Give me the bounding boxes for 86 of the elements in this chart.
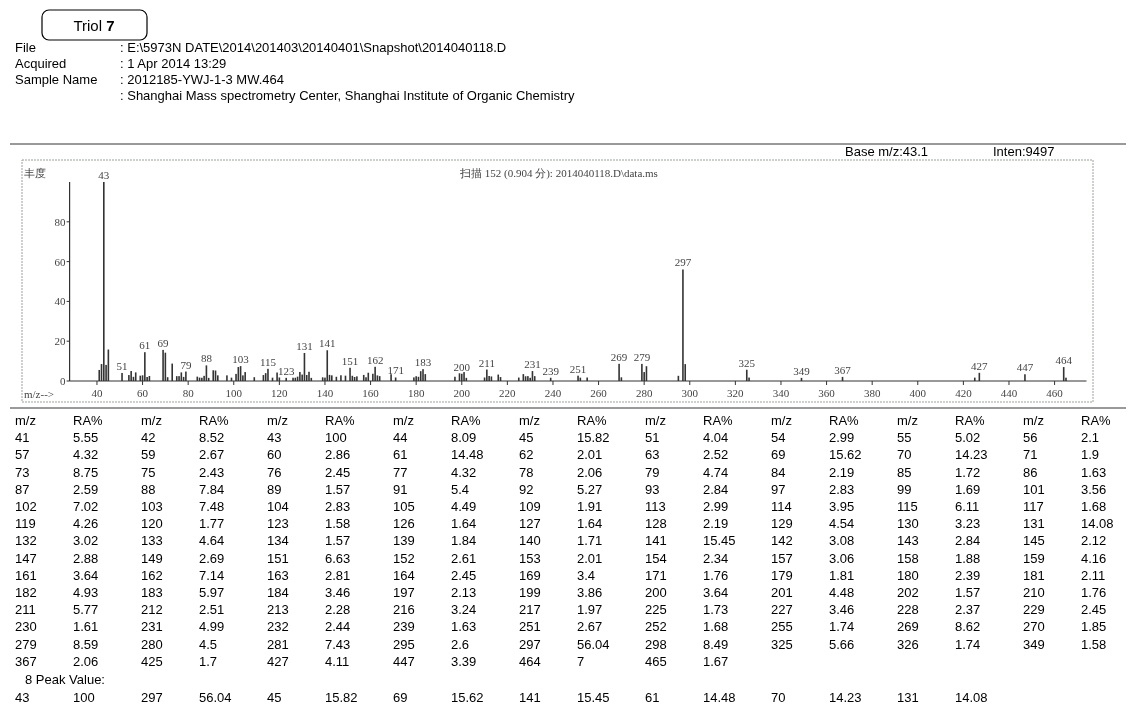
annotation: 269 — [610, 350, 628, 363]
annotation: 103 — [232, 353, 250, 366]
annotation: 239 — [542, 364, 560, 377]
annotation: 447 — [1016, 361, 1034, 374]
annotation: 427 — [971, 359, 989, 372]
x-tick-label: 320 — [727, 387, 745, 399]
x-tick-label: 160 — [362, 387, 380, 399]
annotation: 61 — [139, 339, 151, 352]
annotation: 464 — [1055, 354, 1073, 367]
annotation: 211 — [478, 356, 495, 369]
text: 211 5.77 212 2.51 213 2.28 216 3.24 217 1.97 225 1.73 227 3.46 228 2.37 229 2.45 — [15, 602, 1107, 618]
annotation: 279 — [633, 350, 651, 363]
x-tick-label: 400 — [909, 387, 927, 399]
x-tick-label: 120 — [271, 387, 289, 399]
x-axis-title: m/z--> — [24, 388, 55, 400]
x-tick-label: 220 — [499, 387, 517, 399]
annotation: 297 — [674, 256, 692, 269]
text: Inten:9497 — [993, 144, 1055, 159]
chart-title: Triol 7 — [73, 17, 115, 34]
text: Base m/z:43.1 — [845, 144, 929, 159]
y-tick-label: 60 — [54, 255, 67, 268]
x-tick-label: 240 — [544, 387, 562, 399]
text: 41 5.55 42 8.52 43 100 44 8.09 45 15.82 51 4.04 54 2.99 55 5.02 56 2.1 — [15, 430, 1100, 446]
y-tick-label: 40 — [54, 295, 67, 308]
annotation: 200 — [453, 360, 471, 373]
text: Acquired — [15, 56, 67, 71]
y-axis-title: 丰度 — [24, 167, 46, 179]
text: 119 4.26 120 1.77 123 1.58 126 1.64 127 1.64 128 2.19 129 4.54 130 3.23 131 14.08 — [15, 516, 1114, 532]
annotation: 115 — [259, 355, 277, 368]
annotation: 43 — [98, 169, 110, 181]
x-tick-label: 40 — [91, 387, 103, 399]
text: 367 2.06 425 1.7 427 4.11 447 3.39 464 7 465 1.67 — [15, 653, 729, 669]
annotation: 171 — [387, 364, 404, 377]
text: File — [15, 40, 36, 55]
text: 43 100 297 56.04 45 15.82 69 15.62 141 15.45 61 14.48 70 14.23 131 14.08 — [15, 690, 988, 705]
text: Sample Name — [15, 72, 98, 87]
x-tick-label: 360 — [818, 387, 836, 399]
text: 57 4.32 59 2.67 60 2.86 61 14.48 62 2.01 63 2.52 69 15.62 70 14.23 71 1.9 — [15, 447, 1100, 463]
text: 73 8.75 75 2.43 76 2.45 77 4.32 78 2.06 79 4.74 84 2.19 85 1.72 86 1.63 — [15, 464, 1107, 480]
x-tick-label: 200 — [453, 387, 471, 399]
annotation: 88 — [200, 352, 213, 365]
x-tick-label: 420 — [955, 387, 973, 399]
annotation: 251 — [569, 362, 587, 375]
text: 161 3.64 162 7.14 163 2.81 164 2.45 169 3.4 171 1.76 179 1.81 180 2.39 181 2.11 — [15, 567, 1106, 583]
text: : 1 Apr 2014 13:29 — [120, 56, 227, 71]
text: 230 1.61 231 4.99 232 2.44 239 1.63 251 2.67 252 1.68 255 1.74 269 8.62 270 1.85 — [15, 619, 1107, 635]
annotation: 325 — [738, 356, 756, 369]
text: 102 7.02 103 7.48 104 2.83 105 4.49 109 1.91 113 2.99 114 3.95 115 6.11 117 1.68 — [15, 499, 1107, 514]
x-tick-label: 300 — [681, 387, 699, 399]
annotation: 131 — [296, 339, 313, 352]
annotation: 151 — [341, 354, 359, 367]
x-tick-label: 440 — [1000, 387, 1018, 399]
text: 182 4.93 183 5.97 184 3.46 197 2.13 199 3.86 200 3.64 201 4.48 202 1.57 210 1.76 — [15, 585, 1107, 600]
x-tick-label: 280 — [635, 387, 653, 399]
x-tick-label: 100 — [225, 387, 243, 399]
chart-subtitle: 扫描 152 (0.904 分): 2014040118.D\data.ms — [459, 167, 658, 180]
text: 147 2.88 149 2.69 151 6.63 152 2.61 153 2.01 154 2.34 157 3.06 158 1.88 159 4.16 — [15, 550, 1107, 566]
x-tick-label: 340 — [772, 387, 790, 399]
annotation: 349 — [793, 364, 811, 377]
text: 279 8.59 280 4.5 281 7.43 295 2.6 297 56.04 298 8.49 325 5.66 326 1.74 349 1.58 — [15, 636, 1107, 652]
annotation: 123 — [277, 364, 295, 377]
annotation: 231 — [524, 358, 541, 371]
x-tick-label: 60 — [137, 387, 149, 399]
annotation: 79 — [180, 358, 192, 371]
text: : E:\5973N DATE\2014\201403\20140401\Snapshot\2014040118.D — [120, 40, 507, 55]
y-tick-label: 20 — [54, 335, 67, 348]
annotation: 183 — [414, 356, 432, 369]
annotation: 162 — [366, 353, 384, 366]
y-tick-label: 80 — [54, 215, 67, 228]
text: m/z RA% m/z RA% m/z RA% m/z RA% m/z RA% m/z RA% m/z RA% m/z RA% m/z RA% — [15, 413, 1111, 428]
x-tick-label: 460 — [1046, 387, 1064, 399]
x-tick-label: 80 — [182, 387, 195, 399]
annotation: 69 — [157, 336, 170, 349]
annotation: 141 — [319, 337, 336, 350]
x-tick-label: 380 — [863, 387, 881, 399]
text: : Shanghai Mass spectrometry Center, Shanghai Institute of Organic Chemistry — [120, 88, 575, 103]
y-tick-label: 0 — [60, 375, 67, 387]
text: 8 Peak Value: — [25, 672, 105, 687]
text: 87 2.59 88 7.84 89 1.57 91 5.4 92 5.27 93 2.84 97 2.83 99 1.69 101 3.56 — [15, 481, 1107, 497]
annotation: 51 — [116, 359, 128, 372]
x-tick-label: 180 — [407, 387, 425, 399]
x-tick-label: 140 — [316, 387, 334, 399]
text: 132 3.02 133 4.64 134 1.57 139 1.84 140 1.71 141 15.45 142 3.08 143 2.84 145 2.12 — [15, 533, 1107, 549]
x-tick-label: 260 — [590, 387, 608, 399]
annotation: 367 — [834, 363, 852, 376]
text: : 2012185-YWJ-1-3 MW.464 — [120, 72, 285, 87]
